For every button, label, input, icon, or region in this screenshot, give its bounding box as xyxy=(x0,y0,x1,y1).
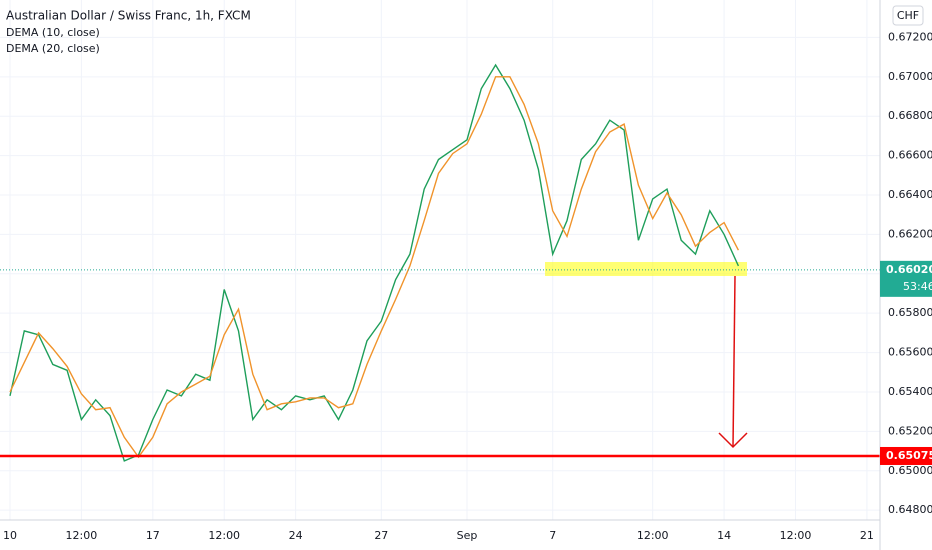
plot xyxy=(0,63,880,462)
support-price-box xyxy=(880,446,932,465)
y-tick-label: 0.67000 xyxy=(888,70,932,83)
legend-entry: DEMA (20, close) xyxy=(6,42,100,55)
y-tick-label: 0.66400 xyxy=(888,188,932,201)
legend-entry: DEMA (10, close) xyxy=(6,26,100,39)
y-tick-label: 0.66600 xyxy=(888,149,932,162)
x-tick-label: 17 xyxy=(146,529,160,542)
x-tick-label: 24 xyxy=(289,529,303,542)
arrow xyxy=(732,275,736,448)
x-tick-label: 14 xyxy=(717,529,731,542)
x-tick-label: 10 xyxy=(3,529,17,542)
x-tick-label: 12:00 xyxy=(637,529,669,542)
current-price-label: 0.66020 xyxy=(886,263,932,276)
y-tick-label: 0.65600 xyxy=(888,346,932,359)
grid xyxy=(0,0,880,520)
countdown-label: 53:46 xyxy=(903,280,932,293)
current-price-box xyxy=(880,260,932,297)
y-tick-label: 0.65400 xyxy=(888,385,932,398)
y-tick-label: 0.65800 xyxy=(888,306,932,319)
y-tick-label: 0.67200 xyxy=(888,30,932,43)
x-tick-label: 12:00 xyxy=(66,529,98,542)
y-tick-label: 0.65200 xyxy=(888,424,932,437)
support-zone xyxy=(545,262,747,276)
y-tick-label: 0.66800 xyxy=(888,109,932,122)
x-tick-label: 21 xyxy=(860,529,874,542)
x-tick-label: 12:00 xyxy=(208,529,240,542)
support-price-label: 0.65075 xyxy=(886,449,932,462)
chart-title: Australian Dollar / Swiss Franc, 1h, FXC… xyxy=(6,9,251,23)
x-tick-label: 7 xyxy=(549,529,556,542)
arrow-head xyxy=(718,432,748,449)
series-line xyxy=(9,76,740,459)
y-tick-label: 0.66200 xyxy=(888,227,932,240)
y-tick-label: 0.65000 xyxy=(888,464,932,477)
axes: 0.67200 0.67000 0.66800 0.66600 0.66400 0.662… xyxy=(3,30,932,542)
y-tick-label: 0.64800 xyxy=(888,503,932,516)
x-tick-label: 27 xyxy=(374,529,388,542)
currency-button[interactable] xyxy=(892,5,924,26)
currency-label: CHF xyxy=(897,9,919,22)
x-tick-label: Sep xyxy=(457,529,478,542)
series-line xyxy=(9,63,740,462)
x-tick-label: 12:00 xyxy=(780,529,812,542)
